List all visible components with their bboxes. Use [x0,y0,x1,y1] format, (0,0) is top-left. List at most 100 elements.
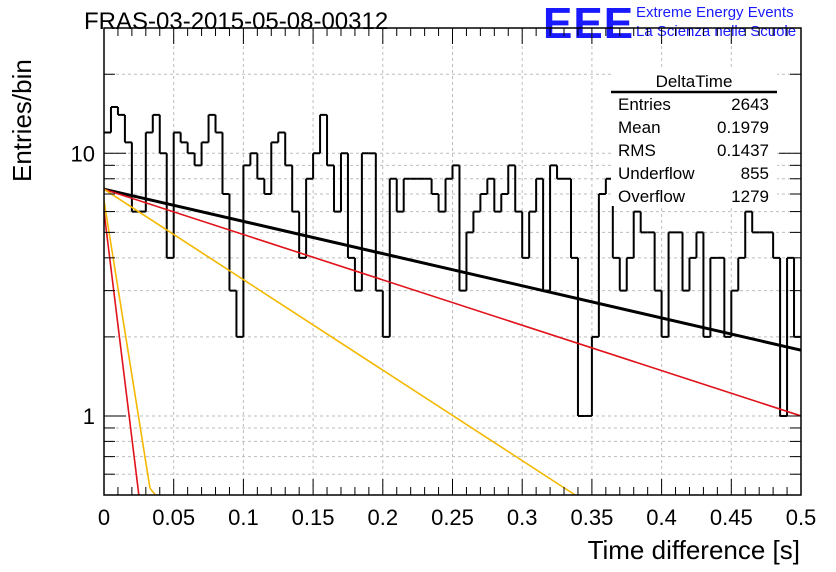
stats-row-value: 0.1979 [717,118,769,137]
histogram-bin [165,153,174,259]
histogram-bin [305,177,314,258]
histogram-bin [116,107,125,116]
histogram-bin [597,192,606,337]
run-title: FRAS-03-2015-05-08-00312 [84,8,389,35]
histogram-bin [514,165,523,213]
stats-row-label: Underflow [618,164,695,183]
y-axis-label: Entries/bin [7,59,37,182]
histogram-bin [702,232,711,338]
histogram-bin [381,290,390,338]
histogram-bin [284,132,293,167]
histogram-bin [179,132,188,144]
histogram-bin [437,193,446,213]
histogram-bin [451,164,460,179]
stats-row-label: Overflow [618,187,686,206]
histogram-bin [653,232,662,292]
histogram-bin [444,177,453,212]
histogram-bin [388,177,397,337]
x-tick-label: 0.35 [570,505,613,530]
histogram-bin [360,152,369,291]
histogram-bin [535,177,544,212]
x-tick-label: 0.1 [228,505,259,530]
stats-row-label: Entries [618,95,671,114]
histogram-bin [207,113,216,143]
histogram-bin [326,114,335,167]
x-tick-label: 0.2 [368,505,399,530]
histogram-bin [556,165,565,180]
fit-line [103,187,802,352]
histogram-bin [521,211,530,259]
stats-row-value: 2643 [731,95,769,114]
histogram-bin [374,153,383,292]
histogram-bin [472,210,481,233]
eee-logo-mark: EEE [543,0,635,48]
stats-row-value: 1279 [731,187,769,206]
histogram-bin [458,165,467,292]
histogram-bin [339,152,348,212]
fit-lines [103,187,802,496]
histogram-bin [214,114,223,134]
histogram-bin [172,131,181,258]
histogram-bin [242,164,251,337]
stats-title: DeltaTime [656,72,733,91]
histogram-bin [737,256,746,291]
x-tick-label: 0.3 [507,505,538,530]
histogram-bin [507,164,516,194]
x-tick-label: 0.15 [292,505,335,530]
histogram-bin [709,256,718,337]
histogram-bin [549,164,558,291]
histogram-bin [291,165,300,213]
histogram-bin [151,113,160,133]
histogram-bin [528,210,537,258]
histogram-bin [221,132,230,195]
histogram-bin [193,153,202,167]
histogram-bin [681,232,690,292]
fit-line [149,487,157,496]
histogram-bin [625,256,634,291]
x-tick-label: 0 [98,505,110,530]
stats-row-value: 855 [741,164,769,183]
histogram-bin [235,290,244,338]
stats-row-label: RMS [618,141,656,160]
histogram-bin [319,113,328,154]
histogram-bin [130,142,139,213]
histogram-bin [590,335,599,416]
histogram-bin [353,257,362,292]
histogram-bin [569,178,578,259]
histogram-bin [639,211,648,234]
fit-line [103,188,576,496]
histogram-bin [486,177,495,194]
histogram-bin [333,165,341,213]
histogram-bin [500,192,509,212]
x-tick-label: 0.05 [152,505,195,530]
histogram-bin [158,114,167,155]
x-tick-label: 0.25 [431,505,474,530]
tick-labels: 0 0.05 0.1 0.15 0.2 0.25 0.3 0.35 0.4 0.45 0.5 1 10 [71,141,817,530]
histogram-bin [576,257,585,417]
x-tick-label: 0.45 [710,505,753,530]
stats-row-label: Mean [618,118,661,137]
histogram-bin [542,178,551,292]
histogram-bin [730,289,739,337]
histogram-bin [109,106,118,133]
stats-row-value: 0.1437 [717,141,769,160]
fit-line [103,200,151,489]
x-tick-label: 0.4 [646,505,677,530]
histogram-bin [660,290,669,338]
histogram-bin [465,231,474,291]
histogram-bin [270,141,279,194]
histogram-bin [346,153,355,259]
axis-ticks [103,27,802,496]
histogram-bin [277,131,286,143]
histogram-bin [186,142,195,155]
histogram-bin [430,178,439,195]
histogram-bin [751,211,760,234]
x-axis-label: Time difference [s] [588,535,800,565]
histogram-bin [256,153,265,180]
histogram-bin [618,257,627,292]
histogram-bin [395,178,404,213]
histogram-bin [744,210,753,258]
histogram-bin [688,256,697,291]
y-tick-label: 10 [71,141,95,166]
